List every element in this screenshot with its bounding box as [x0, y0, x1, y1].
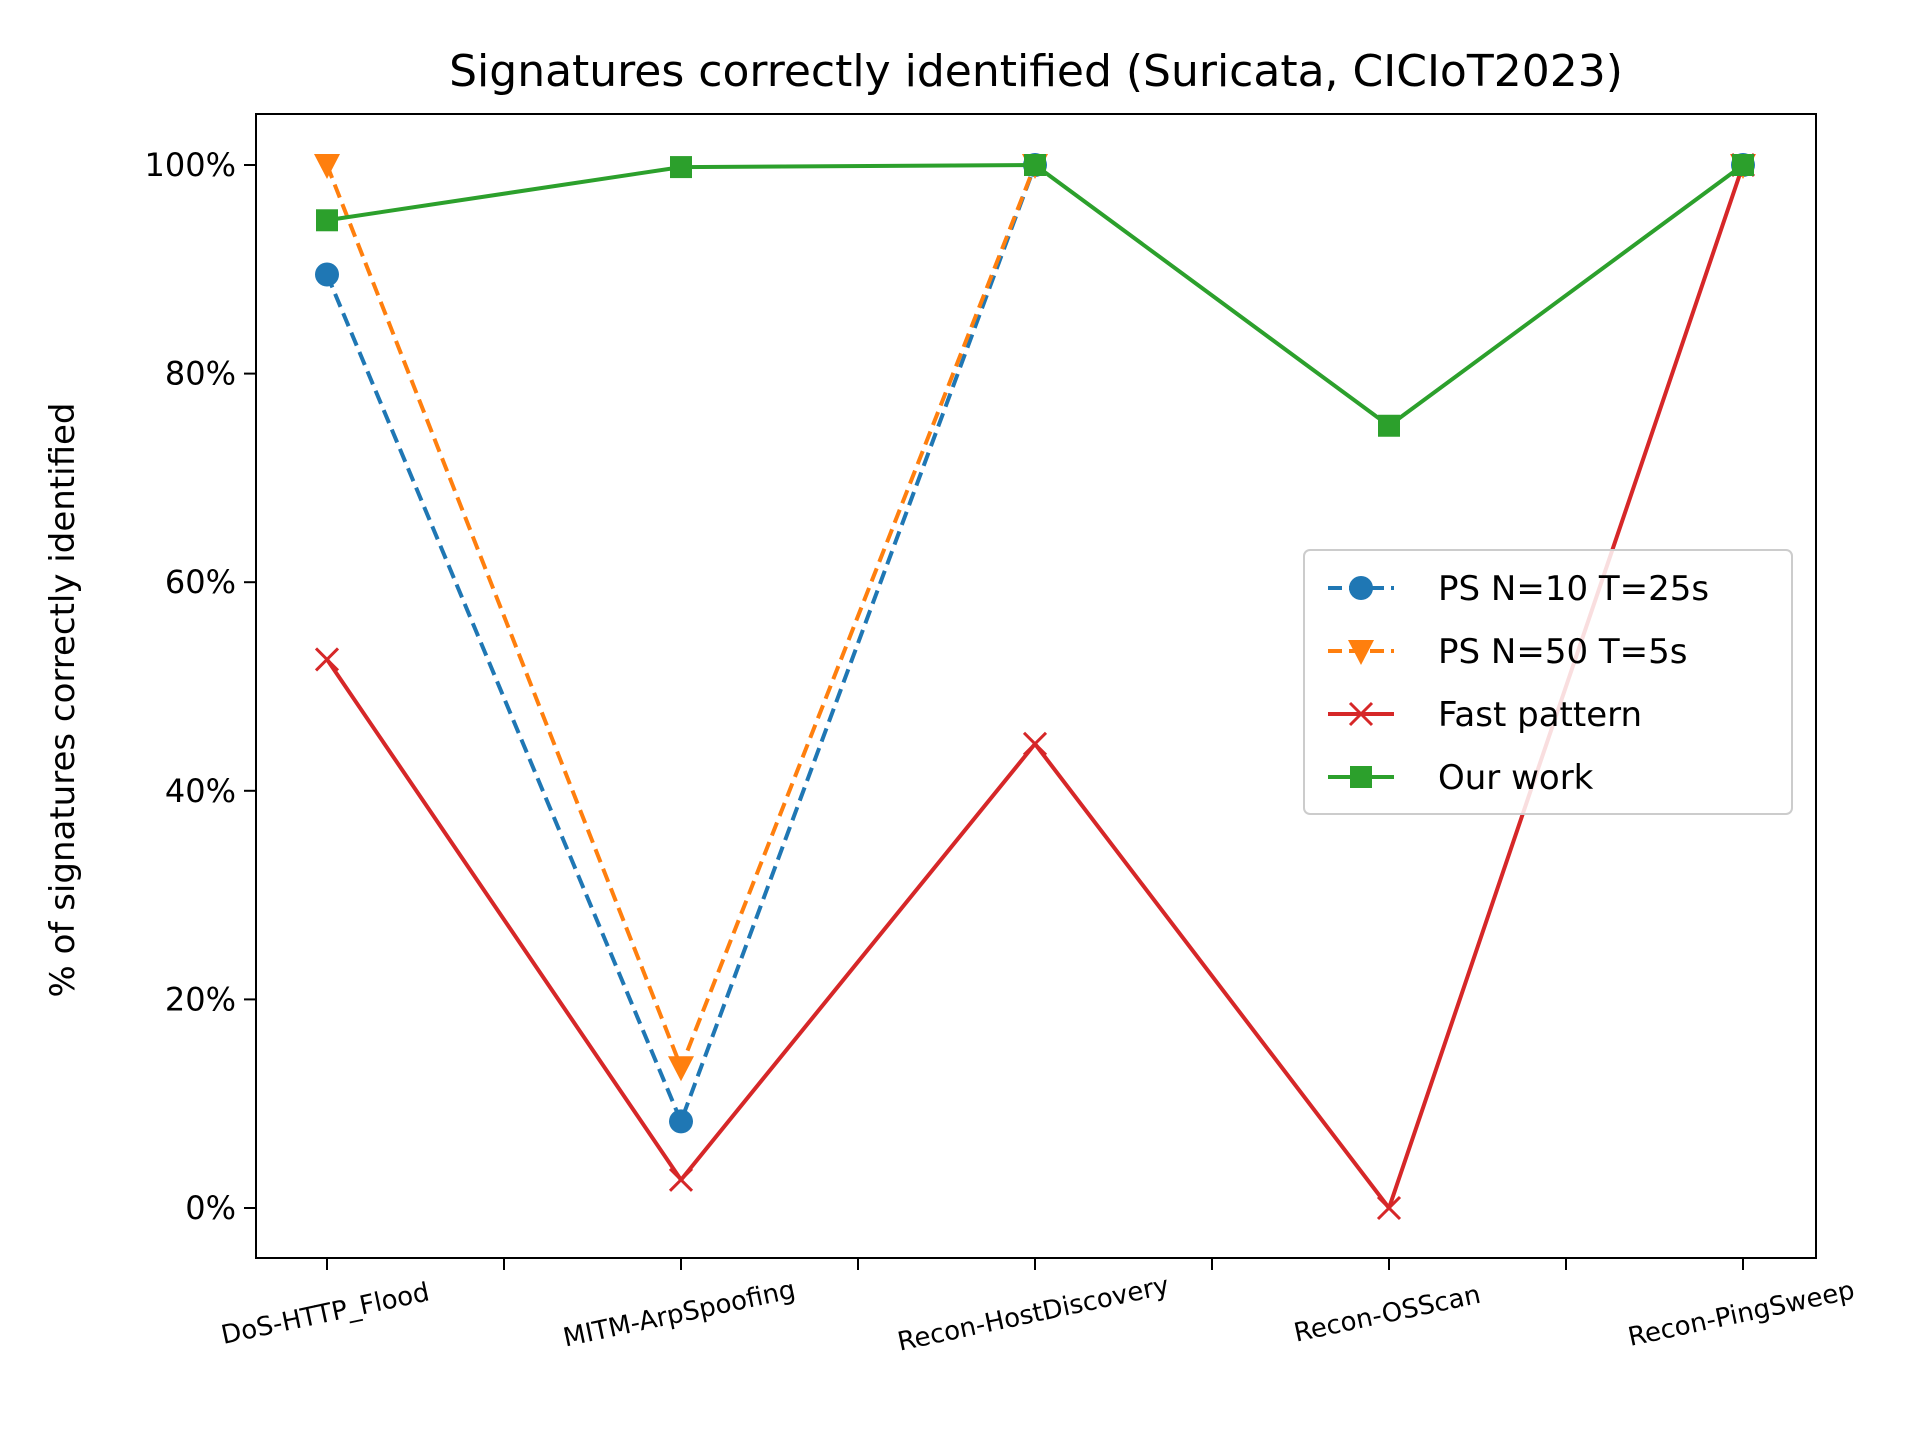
data-point [1022, 731, 1048, 756]
legend-label: PS N=10 T=25s [1438, 569, 1709, 609]
data-point [314, 154, 340, 179]
data-point [1378, 414, 1400, 437]
y-tick-label: 100% [145, 146, 236, 184]
y-tick-label: 0% [185, 1189, 236, 1227]
legend-box [1303, 549, 1793, 815]
legend-item: Our work [1328, 758, 1594, 798]
legend-label: Fast pattern [1438, 695, 1642, 735]
legend: PS N=10 T=25s PS N=50 T=5s Fast pattern Our… [1303, 549, 1793, 815]
series-line [326, 163, 1745, 428]
legend-marker [1350, 766, 1372, 788]
data-point [1376, 1195, 1402, 1221]
data-point [670, 156, 692, 179]
data-point [669, 1109, 693, 1134]
legend-marker [1349, 576, 1373, 600]
x-tick-label: Recon-PingSweep [1625, 1276, 1857, 1353]
data-point [314, 647, 340, 672]
x-axis: DoS-HTTP_Flood MITM-ArpSpoofing Recon-Host… [219, 1258, 1857, 1358]
y-tick-label: 20% [165, 980, 236, 1018]
legend-item: PS N=50 T=5s [1328, 632, 1688, 672]
x-tick-label: Recon-OSScan [1291, 1280, 1483, 1349]
data-point [1732, 154, 1754, 176]
series-4 [316, 154, 1754, 437]
x-tick-label: Recon-HostDiscovery [895, 1271, 1172, 1358]
legend-marker [1348, 701, 1374, 727]
y-axis-label: % of signatures correctly identified [43, 403, 83, 998]
x-tick-label: DoS-HTTP_Flood [219, 1277, 432, 1350]
data-point [315, 262, 339, 287]
series-layer [314, 152, 1756, 1221]
data-point [316, 209, 338, 232]
legend-item: PS N=10 T=25s [1328, 569, 1709, 609]
x-tick-label: MITM-ArpSpoofing [561, 1275, 798, 1353]
series-line [325, 164, 1037, 1070]
data-point [668, 1167, 694, 1192]
y-axis: 0% 20% 40% 60% 80% 100% [145, 146, 256, 1227]
y-tick-label: 80% [165, 355, 236, 393]
legend-label: PS N=50 T=5s [1438, 632, 1688, 672]
legend-marker [1348, 640, 1374, 665]
data-point [1024, 154, 1046, 176]
y-tick-label: 40% [165, 772, 236, 810]
data-point [668, 1056, 694, 1082]
series-line [325, 164, 1037, 1124]
y-tick-label: 60% [165, 563, 236, 601]
legend-item: Fast pattern [1328, 695, 1642, 735]
legend-label: Our work [1438, 758, 1594, 798]
chart-title: Signatures correctly identified (Suricat… [449, 46, 1623, 97]
